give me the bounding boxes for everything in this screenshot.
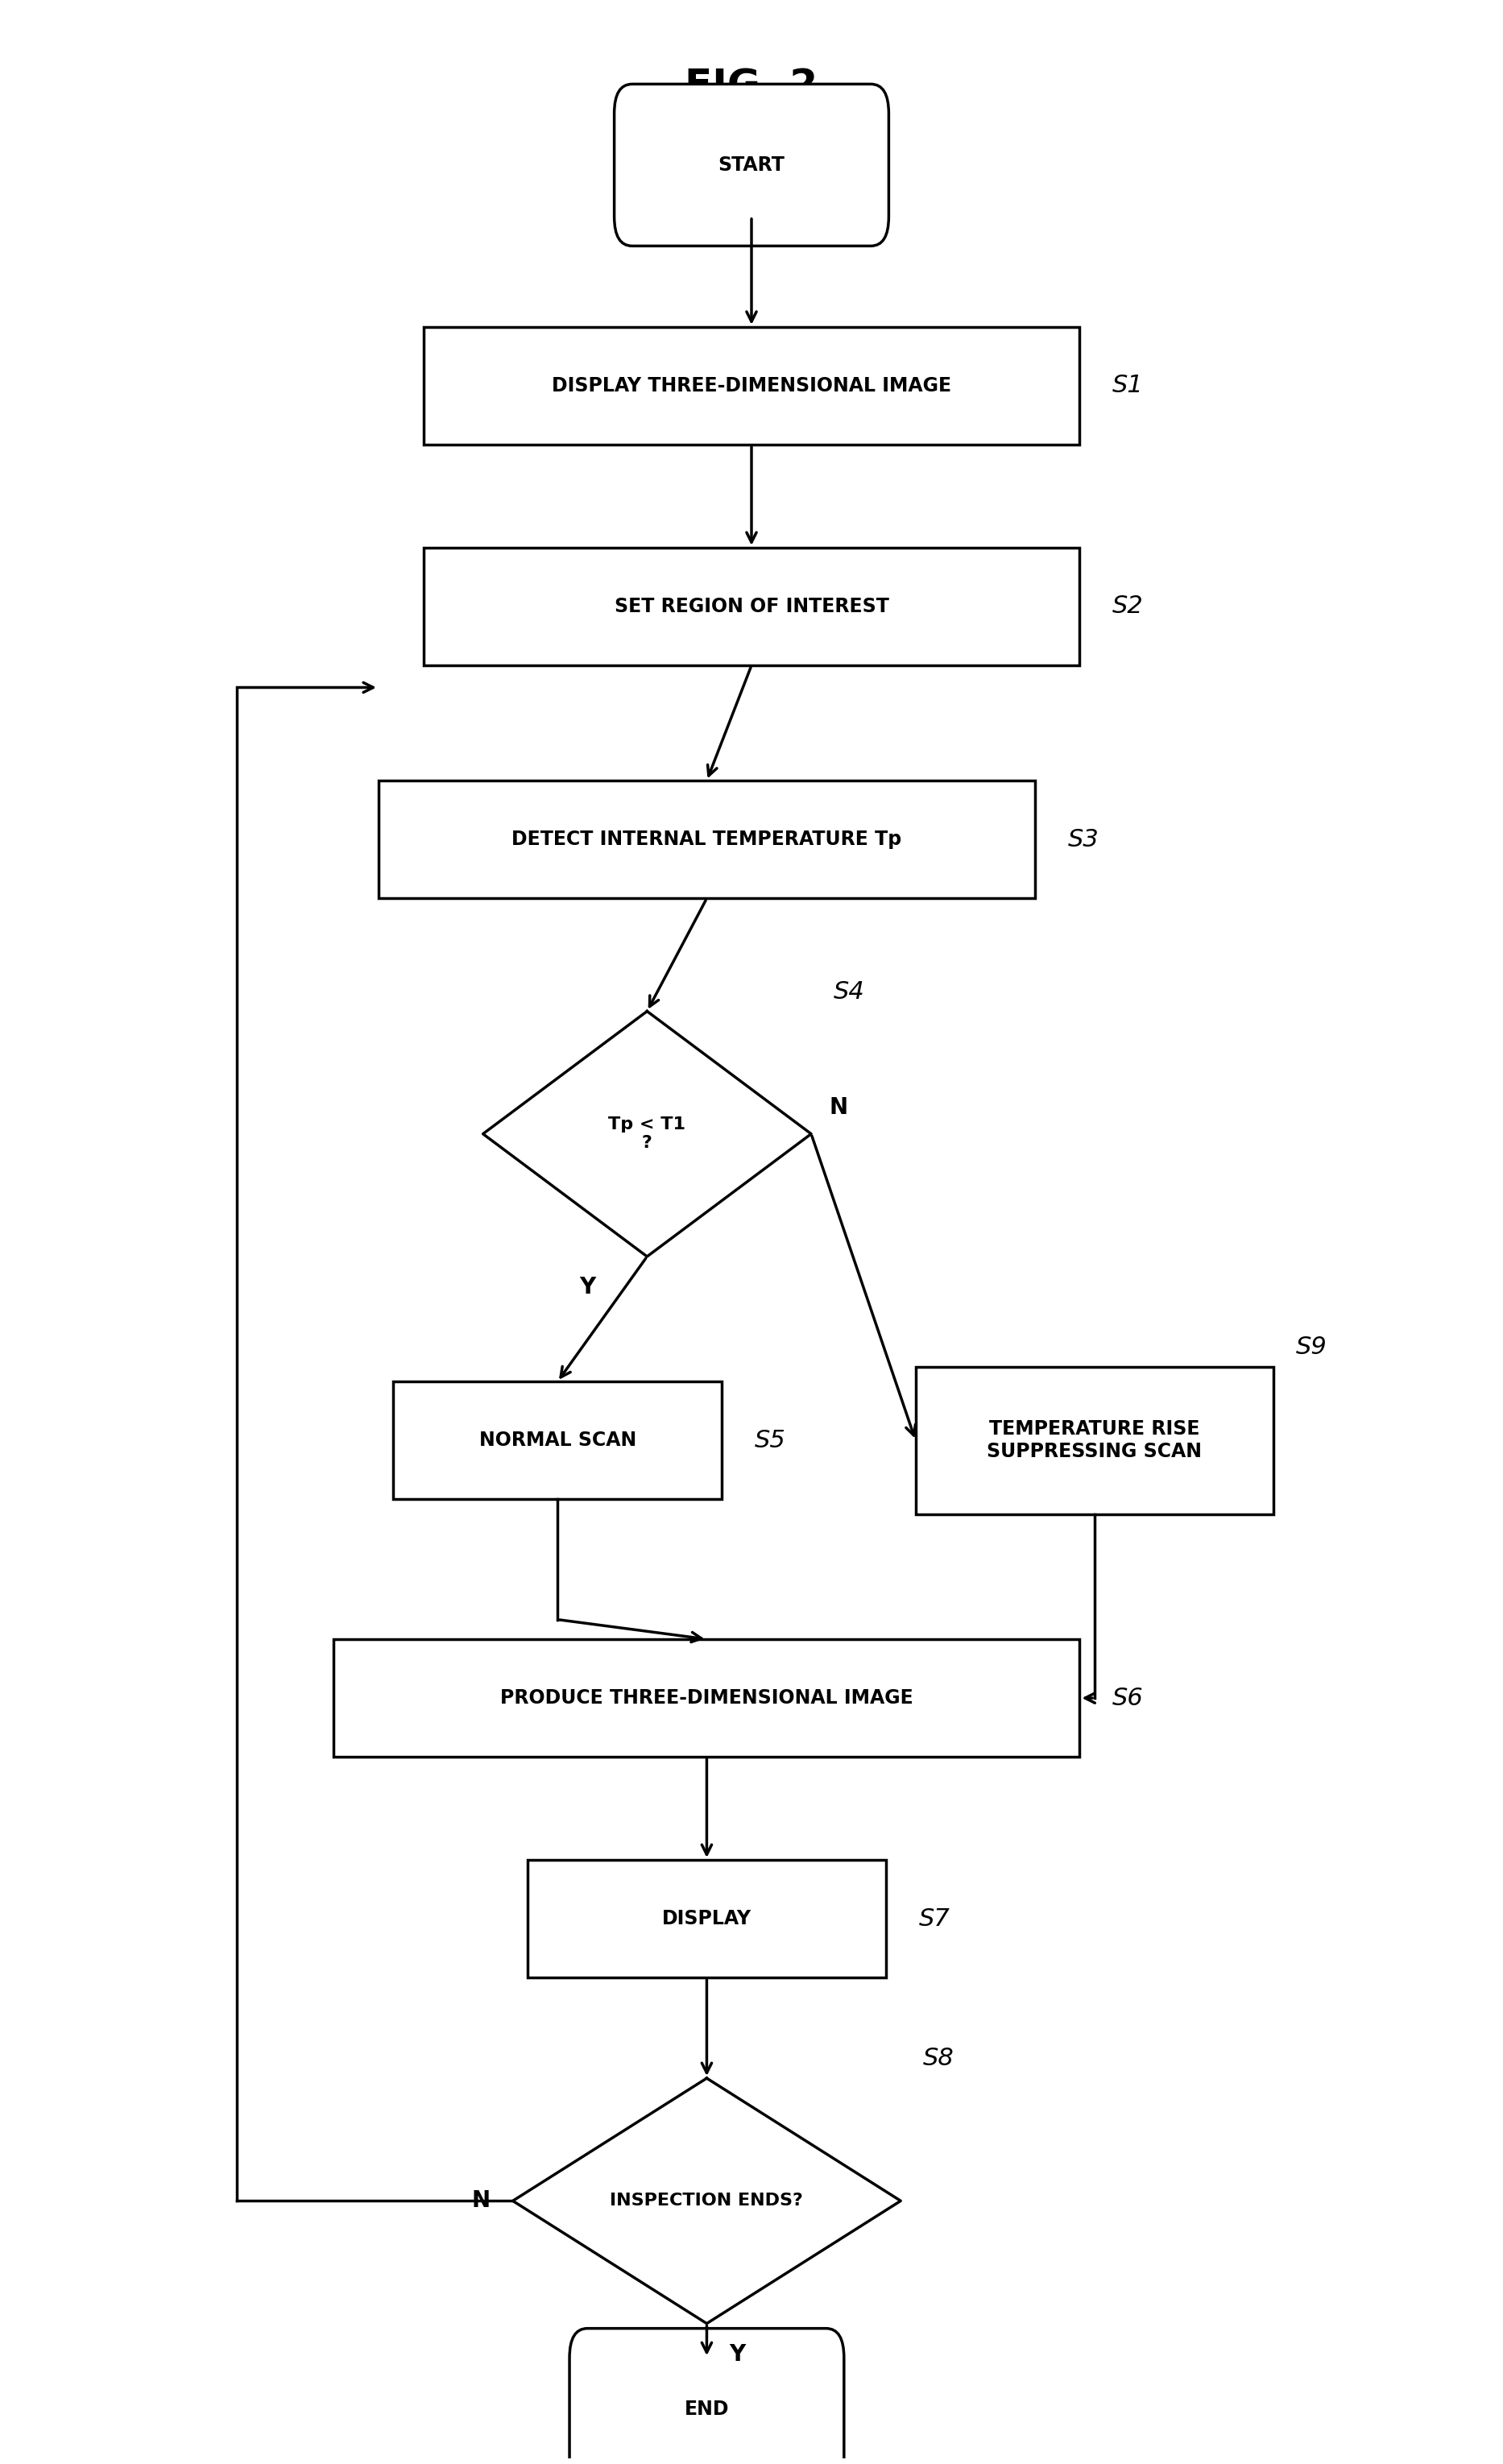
- Text: S4: S4: [834, 981, 864, 1003]
- Text: S3: S3: [1067, 828, 1099, 850]
- Text: DISPLAY THREE-DIMENSIONAL IMAGE: DISPLAY THREE-DIMENSIONAL IMAGE: [552, 377, 951, 394]
- Bar: [394, 1382, 721, 1501]
- Text: DISPLAY: DISPLAY: [661, 1910, 752, 1929]
- Bar: [915, 1368, 1273, 1513]
- Text: SET REGION OF INTEREST: SET REGION OF INTEREST: [615, 596, 888, 616]
- Text: FIG. 2: FIG. 2: [685, 67, 818, 106]
- Bar: [424, 328, 1079, 444]
- Bar: [528, 1860, 885, 1979]
- Text: S1: S1: [1112, 375, 1144, 397]
- Text: TEMPERATURE RISE
SUPPRESSING SCAN: TEMPERATURE RISE SUPPRESSING SCAN: [987, 1419, 1202, 1461]
- Text: DETECT INTERNAL TEMPERATURE Tp: DETECT INTERNAL TEMPERATURE Tp: [511, 830, 902, 850]
- Text: S8: S8: [923, 2048, 954, 2070]
- Text: Tp < T1
?: Tp < T1 ?: [609, 1116, 685, 1151]
- FancyBboxPatch shape: [570, 2328, 845, 2464]
- Bar: [379, 781, 1036, 899]
- Text: END: END: [684, 2400, 729, 2420]
- Text: Y: Y: [579, 1276, 595, 1299]
- Text: START: START: [718, 155, 785, 175]
- Text: Y: Y: [729, 2343, 745, 2365]
- Bar: [334, 1639, 1079, 1757]
- FancyBboxPatch shape: [615, 84, 888, 246]
- Text: N: N: [472, 2190, 490, 2213]
- Bar: [424, 547, 1079, 665]
- Text: INSPECTION ENDS?: INSPECTION ENDS?: [610, 2193, 803, 2208]
- Text: PRODUCE THREE-DIMENSIONAL IMAGE: PRODUCE THREE-DIMENSIONAL IMAGE: [500, 1688, 914, 1708]
- Text: S6: S6: [1112, 1685, 1144, 1710]
- Text: S7: S7: [918, 1907, 950, 1929]
- Text: N: N: [830, 1096, 848, 1119]
- Text: NORMAL SCAN: NORMAL SCAN: [479, 1432, 636, 1451]
- Text: S5: S5: [755, 1429, 786, 1451]
- Text: S9: S9: [1296, 1335, 1327, 1360]
- Text: S2: S2: [1112, 594, 1144, 618]
